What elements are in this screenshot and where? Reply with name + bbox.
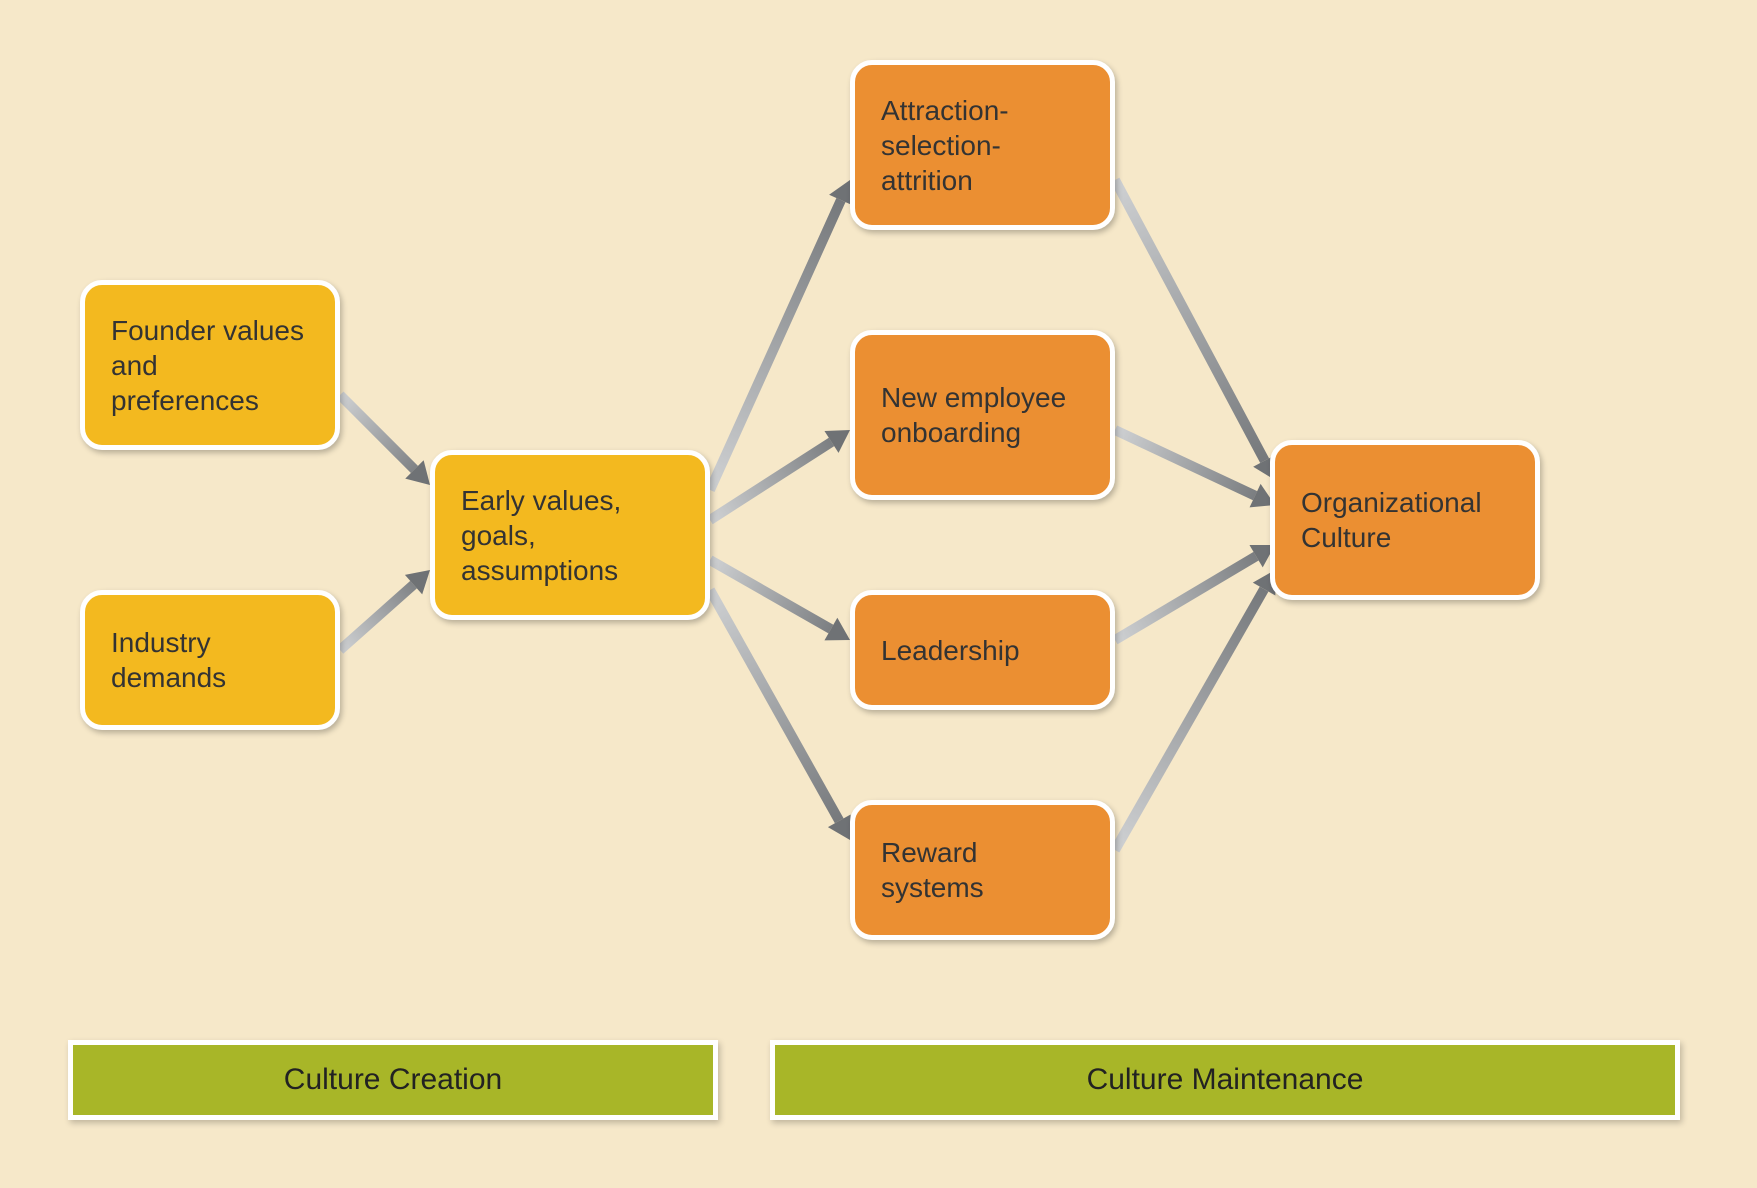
edge-reward-to-orgculture — [1115, 589, 1264, 850]
edge-early-to-reward — [710, 590, 839, 821]
edge-early-to-asa — [710, 200, 841, 490]
node-early-values: Early values, goals, assumptions — [430, 450, 710, 620]
edge-early-to-onboard — [710, 442, 831, 520]
node-attraction-selection-attrition: Attraction-selection-attrition — [850, 60, 1115, 230]
node-leadership: Leadership — [850, 590, 1115, 710]
node-label: Leadership — [881, 633, 1020, 668]
node-founder-values: Founder values and preferences — [80, 280, 340, 450]
node-label: Early values, goals, assumptions — [461, 483, 679, 588]
arrowhead-icon — [824, 618, 850, 641]
node-new-employee-onboarding: New employee onboarding — [850, 330, 1115, 500]
node-reward-systems: Reward systems — [850, 800, 1115, 940]
node-label: Attraction-selection-attrition — [881, 93, 1084, 198]
section-culture-creation: Culture Creation — [68, 1040, 718, 1120]
arrowhead-icon — [828, 814, 851, 840]
arrowhead-icon — [824, 430, 850, 453]
arrowhead-icon — [405, 460, 430, 485]
edge-founder-to-early — [340, 395, 414, 469]
section-label: Culture Maintenance — [1087, 1063, 1364, 1097]
edge-onboard-to-orgculture — [1115, 430, 1255, 496]
node-label: Industry demands — [111, 625, 309, 695]
node-label: Founder values and preferences — [111, 313, 309, 418]
section-culture-maintenance: Culture Maintenance — [770, 1040, 1680, 1120]
edge-asa-to-orgculture — [1115, 180, 1265, 461]
node-label: Reward systems — [881, 835, 1084, 905]
edge-early-to-leadership — [710, 560, 831, 629]
node-label: Organizational Culture — [1301, 485, 1509, 555]
node-organizational-culture: Organizational Culture — [1270, 440, 1540, 600]
node-label: New employee onboarding — [881, 380, 1084, 450]
arrowhead-icon — [405, 570, 430, 594]
edge-leadership-to-orgculture — [1115, 556, 1256, 640]
edge-industry-to-early — [340, 585, 414, 650]
section-label: Culture Creation — [284, 1063, 502, 1097]
node-industry-demands: Industry demands — [80, 590, 340, 730]
